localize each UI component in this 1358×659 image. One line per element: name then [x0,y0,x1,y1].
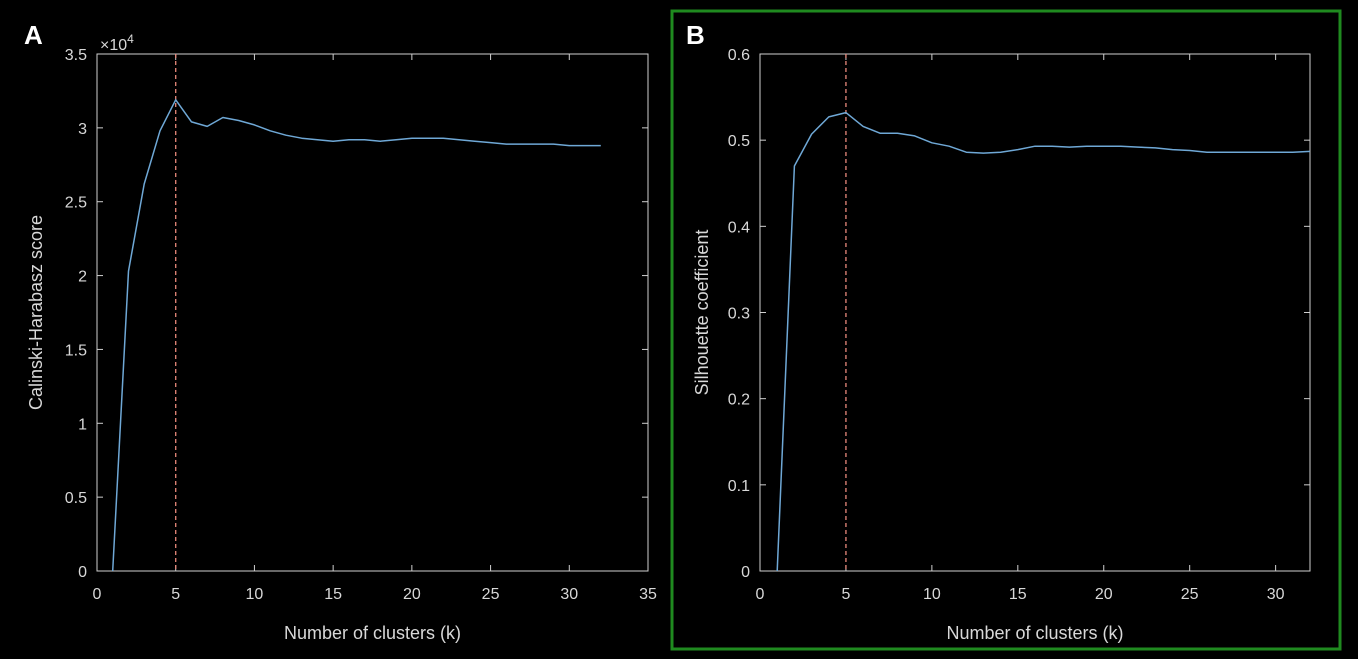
panel-a-y-tick-label-7: 3.5 [65,47,87,64]
panel-b-x-tick-label-1: 5 [841,586,850,603]
panel-a-y-tick-label-0: 0 [78,564,87,581]
panel-b-x-tick-label-3: 15 [1009,586,1027,603]
panel-a-x-axis-label: Number of clusters (k) [284,623,461,643]
panel-b-y-tick-label-4: 0.4 [728,219,750,236]
panel-a-x-tick-label-3: 15 [324,586,342,603]
panel-b: B 0 5 10 15 20 25 30 0 0.1 0.2 0.3 0.4 0.5 0.6 Number … [686,20,1311,643]
panel-a-y-axis-label: Calinski-Harabasz score [26,215,46,410]
panel-a-axes-box [96,53,649,572]
panel-b-series-line-0 [776,111,1311,572]
panel-b-x-tick-label-5: 25 [1181,586,1199,603]
panel-a-x-tick-label-7: 35 [639,586,657,603]
panel-a-x-tick-label-2: 10 [246,586,264,603]
panel-a-x-tick-label-6: 30 [560,586,578,603]
panel-a-y-tick-label-4: 2 [78,269,87,286]
panel-a: A ×104 0 5 10 15 20 25 30 35 0 0.5 1 1.5 2 2.5 3 3.5 Num… [24,20,657,643]
panel-b-y-tick-label-0: 0 [741,564,750,581]
panel-a-y-tick-label-1: 0.5 [65,490,87,507]
panel-b-x-tick-label-6: 30 [1267,586,1285,603]
panel-b-x-tick-label-2: 10 [923,586,941,603]
panel-a-series-line-0 [111,99,601,572]
panel-a-y-tick-label-5: 2.5 [65,195,87,212]
panel-a-y-tick-label-6: 3 [78,121,87,138]
panel-b-y-tick-label-6: 0.6 [728,47,750,64]
panel-b-y-tick-label-5: 0.5 [728,133,750,150]
panel-a-x-tick-label-0: 0 [93,586,102,603]
panel-a-y-multiplier: ×104 [100,32,134,54]
panel-b-y-tick-label-1: 0.1 [728,478,750,495]
panel-a-y-tick-label-2: 1 [78,416,87,433]
panel-a-x-tick-label-5: 25 [482,586,500,603]
panel-b-x-tick-label-4: 20 [1095,586,1113,603]
panel-a-x-tick-label-4: 20 [403,586,421,603]
panel-b-y-tick-label-2: 0.2 [728,392,750,409]
panel-b-letter: B [686,20,705,50]
panel-b-y-axis-label: Silhouette coefficient [692,230,712,396]
panel-a-letter: A [24,20,43,50]
panel-a-x-tick-label-1: 5 [171,586,180,603]
panel-b-x-axis-label: Number of clusters (k) [946,623,1123,643]
panel-b-x-tick-label-0: 0 [756,586,765,603]
panel-b-y-tick-label-3: 0.3 [728,306,750,323]
panel-b-highlight-box [670,9,1342,651]
panel-a-y-tick-label-3: 1.5 [65,342,87,359]
